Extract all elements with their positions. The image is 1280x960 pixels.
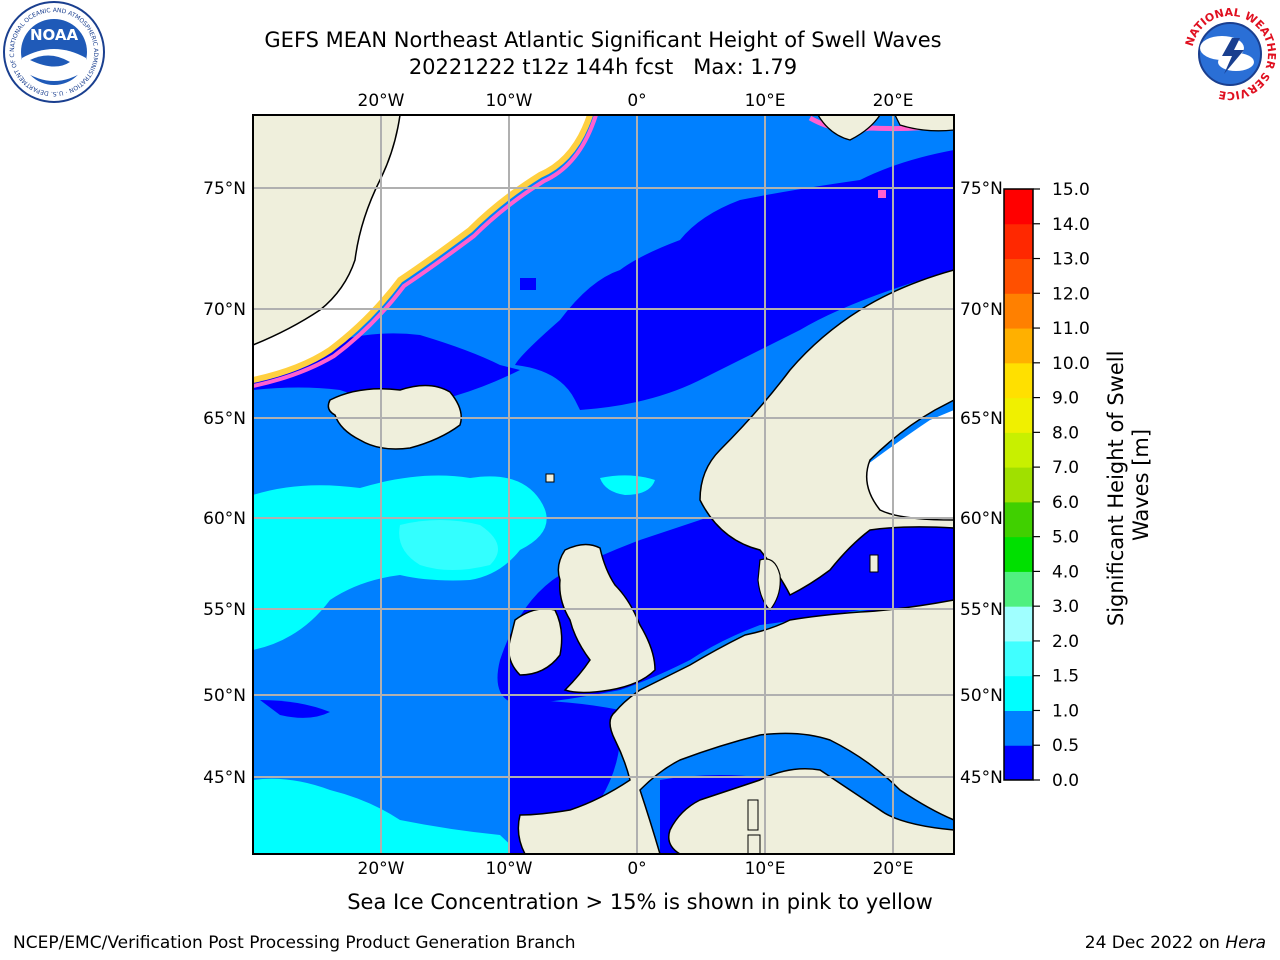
- lon-label-top: 20°E: [873, 91, 914, 111]
- colorbar-tick-label: 13.0: [1052, 250, 1090, 270]
- colorbar-segment: [1004, 397, 1033, 433]
- graticule: [253, 115, 954, 854]
- lat-label-left: 45°N: [203, 768, 246, 788]
- lon-label-bottom: 0°: [627, 859, 646, 879]
- map-subtitle: 20221222 t12z 144h fcst Max: 1.79: [408, 55, 798, 79]
- lon-label-top: 20°W: [358, 91, 405, 111]
- footer-host: Hera: [1225, 933, 1266, 953]
- colorbar-segment: [1004, 640, 1033, 677]
- colorbar-label: Significant Height of Swell Waves [m]: [1104, 344, 1153, 626]
- lon-label-bottom: 10°W: [486, 859, 533, 879]
- map-title: GEFS MEAN Northeast Atlantic Significant…: [264, 28, 942, 52]
- colorbar: 0.0 0.5 1.0 1.5 2.0 3.0 4.0 5.0 6.0 7.0 8.0 9.0 10.0…: [1003, 180, 1090, 791]
- footer-date: 24 Dec 2022 on Hera: [1085, 933, 1266, 953]
- lat-label-left: 75°N: [203, 179, 246, 199]
- colorbar-tick-label: 14.0: [1052, 215, 1090, 235]
- lat-label-right: 55°N: [960, 600, 1003, 620]
- colorbar-tick-label: 0.5: [1052, 736, 1079, 756]
- colorbar-segment: [1004, 745, 1033, 781]
- colorbar-segment: [1004, 675, 1033, 711]
- footer-credit: NCEP/EMC/Verification Post Processing Pr…: [13, 933, 576, 953]
- colorbar-segment: [1004, 710, 1033, 746]
- lon-label-bottom: 10°E: [745, 859, 786, 879]
- colorbar-tick-label: 6.0: [1052, 493, 1079, 513]
- lon-label-top: 10°E: [745, 91, 786, 111]
- colorbar-label-line2: Waves [m]: [1129, 429, 1153, 541]
- colorbar-label-line1: Significant Height of Swell: [1104, 351, 1128, 627]
- map-frame: [252, 114, 955, 855]
- colorbar-segment: [1004, 467, 1033, 503]
- noaa-logo-text: NOAA: [30, 26, 79, 44]
- lon-label-top: 10°W: [486, 91, 533, 111]
- colorbar-tick-label: 9.0: [1052, 389, 1079, 409]
- lon-label-top: 0°: [627, 91, 646, 111]
- colorbar-tick-label: 11.0: [1052, 319, 1090, 339]
- lat-label-right: 50°N: [960, 686, 1003, 706]
- colorbar-segment: [1004, 571, 1033, 607]
- colorbar-tick-label: 8.0: [1052, 423, 1079, 443]
- colorbar-segment: [1004, 501, 1033, 538]
- footer-date-text: 24 Dec 2022 on: [1084, 933, 1226, 953]
- colorbar-tick-label: 10.0: [1052, 354, 1090, 374]
- sea-ice-caption: Sea Ice Concentration > 15% is shown in …: [347, 890, 933, 914]
- colorbar-segment: [1004, 362, 1033, 399]
- colorbar-segment: [1004, 258, 1033, 294]
- noaa-logo: NOAA NATIONAL OCEANIC AND ATMOSPHERIC AD…: [0, 0, 105, 103]
- colorbar-tick-label: 3.0: [1052, 597, 1079, 617]
- colorbar-tick-label: 0.0: [1052, 771, 1079, 791]
- colorbar-tick-label: 5.0: [1052, 528, 1079, 548]
- lat-label-left: 60°N: [203, 509, 246, 529]
- colorbar-segment: [1004, 432, 1033, 468]
- nws-logo: NATIONAL WEATHER SERVICE: [1180, 4, 1280, 104]
- lat-label-left: 55°N: [203, 600, 246, 620]
- lat-label-left: 50°N: [203, 686, 246, 706]
- map-panel: [253, 115, 954, 854]
- lon-label-bottom: 20°E: [873, 859, 914, 879]
- lon-label-bottom: 20°W: [358, 859, 405, 879]
- colorbar-tick-label: 2.0: [1052, 632, 1079, 652]
- lat-label-right: 70°N: [960, 300, 1003, 320]
- colorbar-segment: [1004, 189, 1033, 225]
- colorbar-tick-label: 1.5: [1052, 667, 1079, 687]
- colorbar-segment: [1004, 606, 1033, 642]
- lat-label-left: 65°N: [203, 409, 246, 429]
- colorbar-frame: [1003, 188, 1034, 781]
- lat-label-left: 70°N: [203, 300, 246, 320]
- colorbar-tick-label: 4.0: [1052, 562, 1079, 582]
- colorbar-segment: [1004, 328, 1033, 364]
- colorbar-tick-label: 15.0: [1052, 180, 1090, 200]
- colorbar-tick-label: 1.0: [1052, 701, 1079, 721]
- lat-label-right: 75°N: [960, 179, 1003, 199]
- lat-label-right: 45°N: [960, 768, 1003, 788]
- colorbar-tick-label: 7.0: [1052, 458, 1079, 478]
- colorbar-segment: [1004, 223, 1033, 260]
- lat-label-right: 60°N: [960, 509, 1003, 529]
- lat-label-right: 65°N: [960, 409, 1003, 429]
- colorbar-tick-label: 12.0: [1052, 284, 1090, 304]
- colorbar-segment: [1004, 293, 1033, 329]
- colorbar-segment: [1004, 536, 1033, 572]
